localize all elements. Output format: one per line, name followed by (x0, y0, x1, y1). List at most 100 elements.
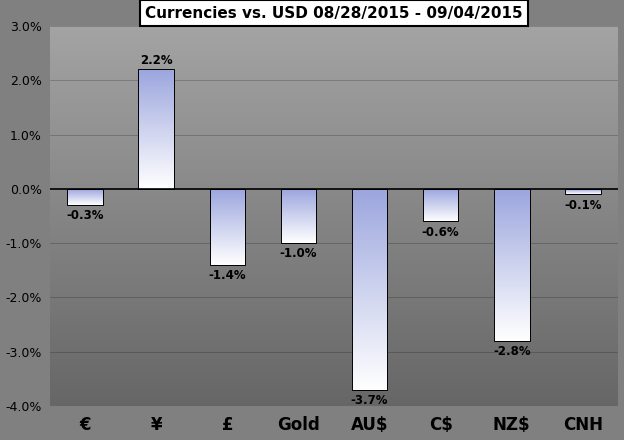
Bar (49, 65, 618, 66)
Bar (352, 206, 388, 207)
Bar (139, 122, 174, 123)
Bar (139, 148, 174, 149)
Bar (139, 168, 174, 169)
Bar (139, 79, 174, 80)
Bar (49, 125, 618, 126)
Bar (49, 372, 618, 373)
Bar (49, 356, 618, 358)
Bar (49, 145, 618, 146)
Bar (139, 125, 174, 126)
Bar (352, 349, 388, 351)
Bar (49, 151, 618, 153)
Bar (352, 303, 388, 304)
Bar (352, 342, 388, 344)
Bar (49, 376, 618, 377)
Bar (49, 56, 618, 58)
Bar (139, 174, 174, 175)
Bar (49, 220, 618, 221)
Bar (494, 269, 530, 270)
Bar (494, 213, 530, 214)
Bar (352, 221, 388, 222)
Bar (494, 311, 530, 312)
Bar (49, 321, 618, 323)
Bar (49, 366, 618, 367)
Bar (49, 26, 618, 27)
Bar (49, 55, 618, 56)
Bar (139, 120, 174, 121)
Bar (139, 98, 174, 99)
Bar (139, 142, 174, 143)
Bar (139, 116, 174, 117)
Bar (49, 308, 618, 310)
Bar (494, 252, 530, 253)
Bar (49, 352, 618, 353)
Bar (352, 195, 388, 196)
Bar (352, 376, 388, 377)
Bar (49, 320, 618, 321)
Bar (139, 139, 174, 140)
Bar (49, 102, 618, 103)
Bar (139, 88, 174, 89)
Bar (139, 162, 174, 163)
Bar (49, 199, 618, 201)
Bar (49, 78, 618, 79)
Bar (352, 265, 388, 266)
Bar (49, 205, 618, 206)
Bar (352, 276, 388, 277)
Bar (352, 196, 388, 197)
Bar (139, 119, 174, 120)
Bar (352, 224, 388, 225)
Bar (49, 58, 618, 59)
Bar (494, 193, 530, 194)
Bar (352, 299, 388, 301)
Bar (494, 289, 530, 290)
Bar (49, 319, 618, 320)
Bar (49, 187, 618, 188)
Bar (494, 331, 530, 332)
Bar (352, 238, 388, 239)
Bar (139, 93, 174, 94)
Bar (352, 284, 388, 285)
Bar (49, 388, 618, 389)
Text: 2.2%: 2.2% (140, 54, 173, 66)
Bar (139, 176, 174, 177)
Bar (352, 366, 388, 367)
Bar (49, 79, 618, 81)
Bar (49, 95, 618, 97)
Bar (49, 257, 618, 258)
Bar (494, 319, 530, 320)
Bar (494, 270, 530, 271)
Bar (494, 218, 530, 219)
Bar (494, 209, 530, 210)
Bar (139, 163, 174, 164)
Bar (49, 401, 618, 402)
Bar (352, 285, 388, 286)
Bar (494, 240, 530, 241)
Bar (352, 193, 388, 194)
Bar (352, 252, 388, 253)
Bar (352, 293, 388, 294)
Bar (49, 345, 618, 346)
Bar (49, 264, 618, 265)
Bar (49, 42, 618, 44)
Bar (49, 317, 618, 319)
Bar (49, 141, 618, 143)
Bar (49, 169, 618, 170)
Bar (139, 145, 174, 146)
Bar (139, 103, 174, 104)
Bar (494, 306, 530, 307)
Bar (49, 232, 618, 234)
Bar (352, 247, 388, 248)
Bar (139, 132, 174, 133)
Bar (49, 46, 618, 48)
Bar (139, 175, 174, 176)
Bar (494, 302, 530, 303)
Bar (352, 246, 388, 247)
Bar (494, 212, 530, 213)
Bar (49, 31, 618, 32)
Bar (49, 331, 618, 333)
Bar (49, 316, 618, 317)
Bar (494, 215, 530, 216)
Bar (49, 143, 618, 144)
Bar (352, 260, 388, 261)
